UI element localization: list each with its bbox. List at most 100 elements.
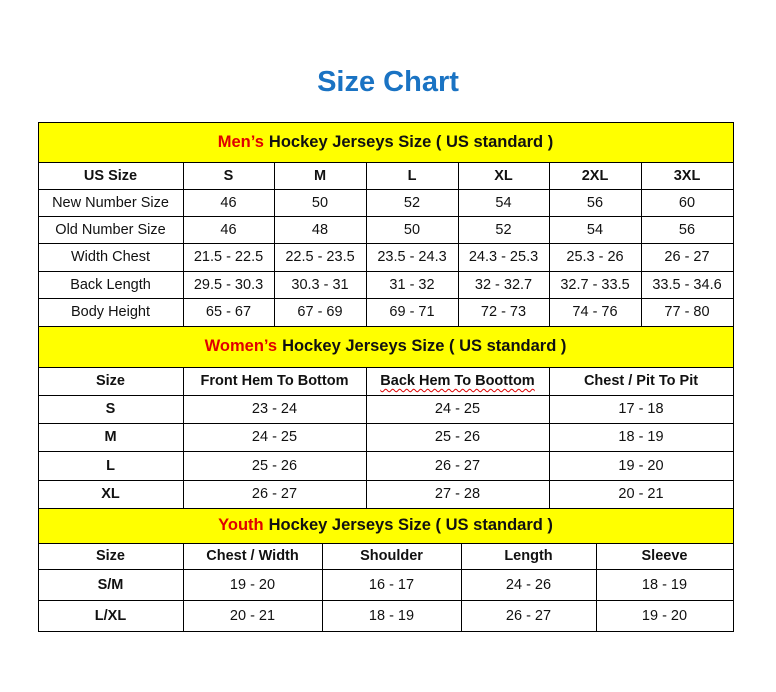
section-title: Hockey Jerseys Size ( US standard ) (268, 132, 554, 151)
row-label: L (37, 450, 184, 481)
table-cell: 48 (273, 215, 367, 244)
cell-text: 3XL (673, 167, 701, 184)
column-header: Back Hem To Boottom (365, 366, 550, 396)
section-highlight: Youth (218, 516, 264, 534)
table-cell: 23 - 24 (182, 394, 367, 424)
mens-section-header: Men’s Hockey Jerseys Size ( US standard ) (37, 121, 734, 163)
cell-text: 77 - 80 (664, 304, 710, 320)
cell-text: 50 (311, 194, 329, 211)
cell-text: 25.3 - 26 (566, 249, 624, 265)
cell-text: 18 - 19 (618, 429, 664, 445)
column-header: 2XL (548, 161, 642, 190)
cell-text: 19 - 20 (618, 457, 664, 474)
cell-text: 16 - 17 (368, 576, 415, 593)
cell-text: L (407, 167, 417, 184)
cell-text: Chest / Pit To Pit (583, 373, 699, 389)
table-cell: 24 - 25 (365, 394, 550, 424)
table-cell: 24 - 25 (182, 422, 367, 452)
womens-section-header: Women’s Hockey Jerseys Size ( US standard… (37, 325, 734, 368)
row-label: Old Number Size (37, 215, 184, 244)
table-cell: 60 (640, 188, 734, 217)
cell-text: Chest / Width (206, 548, 299, 564)
cell-text: 23 - 24 (251, 401, 298, 417)
cell-text: M (104, 429, 117, 445)
cell-text: 2XL (581, 167, 609, 184)
cell-text: 31 - 32 (389, 276, 435, 293)
table-cell: 18 - 19 (321, 599, 462, 632)
cell-text: Body Height (71, 304, 150, 320)
table-cell: 31 - 32 (365, 270, 459, 299)
table-cell: 56 (548, 188, 642, 217)
cell-text: 22.5 - 23.5 (285, 249, 355, 265)
cell-text: S/M (97, 576, 124, 593)
cell-text: 56 (678, 221, 696, 238)
cell-text: 29.5 - 30.3 (193, 276, 264, 293)
cell-text: 48 (311, 221, 329, 238)
cell-text: 65 - 67 (205, 304, 252, 320)
table-cell: 46 (182, 215, 275, 244)
section-title: Hockey Jerseys Size ( US standard ) (282, 337, 567, 355)
table-cell: 54 (457, 188, 550, 217)
table-cell: 21.5 - 22.5 (182, 242, 275, 272)
row-label: M (37, 422, 184, 452)
row-label: XL (37, 479, 184, 509)
cell-text: 21.5 - 22.5 (193, 249, 264, 265)
column-header: Shoulder (321, 542, 462, 570)
table-cell: 50 (365, 215, 459, 244)
cell-text: 50 (403, 221, 421, 238)
table-cell: 50 (273, 188, 367, 217)
page-title: Size Chart (317, 66, 459, 98)
cell-text: 23.5 - 24.3 (377, 249, 447, 265)
table-cell: 69 - 71 (365, 297, 459, 327)
column-header: Size (37, 366, 184, 396)
cell-text: 27 - 28 (434, 486, 481, 502)
table-cell: 18 - 19 (595, 568, 734, 601)
cell-text: 18 - 19 (368, 607, 415, 624)
table-cell: 65 - 67 (182, 297, 275, 327)
cell-text: Shoulder (360, 548, 423, 564)
cell-text: US Size (83, 167, 138, 184)
cell-text: 69 - 71 (389, 304, 435, 320)
cell-text: New Number Size (52, 194, 169, 211)
cell-text: L (106, 457, 115, 474)
table-cell: 26 - 27 (182, 479, 367, 509)
column-header: Chest / Width (182, 542, 323, 570)
row-label: New Number Size (37, 188, 184, 217)
cell-text: 30.3 - 31 (291, 276, 349, 293)
cell-text: 33.5 - 34.6 (652, 276, 722, 293)
column-header: 3XL (640, 161, 734, 190)
cell-text: 26 - 27 (505, 607, 552, 624)
cell-text: L/XL (94, 607, 127, 624)
table-cell: 32.7 - 33.5 (548, 270, 642, 299)
cell-text: XL (494, 167, 513, 184)
row-label: L/XL (37, 599, 184, 632)
cell-text: S (105, 401, 116, 417)
cell-text: 25 - 26 (434, 429, 481, 445)
table-cell: 24 - 26 (460, 568, 597, 601)
cell-text: Back Length (70, 276, 151, 293)
column-header: XL (457, 161, 550, 190)
cell-text: 26 - 27 (664, 249, 710, 265)
cell-text: 52 (403, 194, 421, 211)
cell-text: 19 - 20 (641, 607, 688, 624)
column-header: Chest / Pit To Pit (548, 366, 734, 396)
table-cell: 77 - 80 (640, 297, 734, 327)
table-cell: 27 - 28 (365, 479, 550, 509)
table-cell: 23.5 - 24.3 (365, 242, 459, 272)
section-highlight: Women’s (204, 337, 278, 355)
cell-text: 24 - 25 (251, 429, 298, 445)
cell-text: 32.7 - 33.5 (560, 276, 630, 293)
cell-text: 74 - 76 (572, 304, 618, 320)
cell-text: 54 (495, 194, 512, 211)
column-header: Front Hem To Bottom (182, 366, 367, 396)
cell-text: 46 (220, 221, 237, 238)
cell-text: 25 - 26 (251, 457, 298, 474)
column-header: Length (460, 542, 597, 570)
cell-text: 72 - 73 (480, 304, 527, 320)
table-cell: 52 (365, 188, 459, 217)
cell-text: 26 - 27 (434, 457, 481, 474)
cell-text: 18 - 19 (641, 576, 688, 593)
table-cell: 32 - 32.7 (457, 270, 550, 299)
cell-text: Sleeve (641, 548, 688, 564)
cell-text: 17 - 18 (618, 401, 664, 417)
